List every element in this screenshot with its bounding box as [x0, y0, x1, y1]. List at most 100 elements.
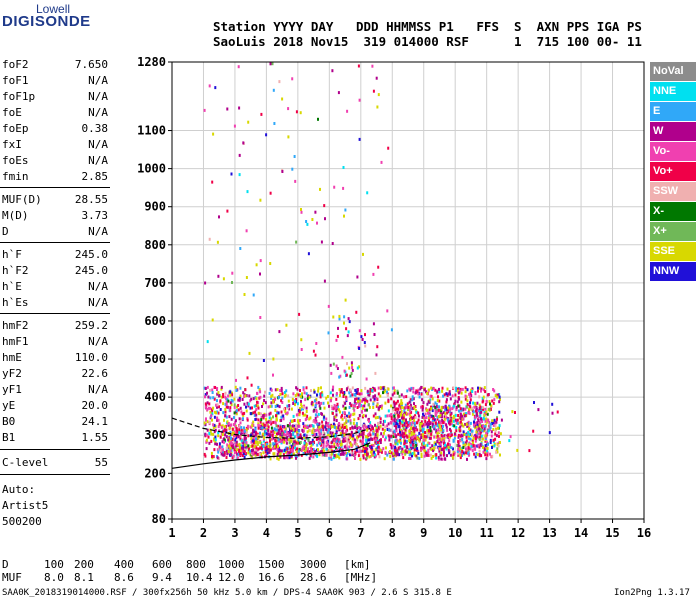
echo-point — [361, 442, 364, 445]
param-value: 110.0 — [74, 351, 108, 364]
echo-point — [238, 417, 241, 421]
echo-point — [377, 452, 380, 456]
echo-point — [267, 447, 270, 451]
echo-point — [465, 439, 468, 443]
echo-point — [300, 399, 302, 403]
echo-point — [453, 432, 456, 436]
echo-point — [245, 394, 248, 397]
echo-point — [313, 433, 316, 437]
echo-point — [252, 424, 255, 427]
echo-point — [393, 418, 396, 421]
echo-point — [243, 429, 246, 433]
echo-point — [348, 415, 351, 419]
legend-item: NNW — [650, 262, 696, 281]
echo-point — [483, 417, 486, 421]
echo-point — [239, 247, 242, 250]
echo-point — [239, 432, 242, 436]
echo-point — [222, 429, 225, 433]
echo-point — [230, 441, 233, 445]
echo-point — [335, 409, 338, 413]
echo-point — [260, 441, 263, 445]
echo-point — [354, 393, 357, 397]
echo-point — [468, 411, 471, 415]
echo-point — [252, 397, 255, 401]
echo-point — [416, 456, 419, 460]
echo-point — [247, 444, 250, 448]
echo-point — [426, 392, 429, 395]
echo-point — [412, 444, 415, 448]
echo-point — [452, 456, 455, 460]
echo-point — [359, 399, 362, 403]
echo-point — [279, 452, 282, 456]
echo-point — [232, 446, 235, 450]
param-value: N/A — [88, 74, 108, 87]
echo-point — [349, 442, 352, 446]
echo-point — [315, 401, 318, 405]
echo-point — [269, 62, 272, 66]
echo-point — [260, 412, 263, 416]
echo-point — [287, 135, 290, 139]
echo-point — [434, 421, 437, 425]
echo-point — [500, 418, 503, 422]
echo-point — [476, 423, 479, 427]
echo-point — [246, 401, 249, 405]
echo-point — [338, 375, 341, 379]
echo-point — [280, 449, 283, 453]
echo-point — [212, 132, 215, 136]
echo-point — [270, 388, 273, 392]
echo-point — [367, 424, 370, 428]
echo-point — [548, 431, 551, 435]
echo-point — [331, 242, 334, 245]
echo-point — [468, 434, 470, 438]
echo-point — [459, 407, 462, 411]
echo-point — [273, 445, 276, 449]
echo-point — [412, 406, 414, 410]
echo-point — [269, 448, 272, 452]
echo-point — [451, 423, 454, 427]
echo-point — [329, 453, 332, 457]
echo-point — [297, 439, 300, 443]
echo-point — [399, 436, 402, 439]
echo-point — [389, 454, 392, 458]
echo-point — [401, 434, 404, 438]
echo-point — [395, 429, 398, 433]
echo-point — [288, 433, 291, 437]
echo-point — [255, 446, 258, 450]
echo-point — [292, 414, 295, 418]
echo-point — [280, 389, 283, 393]
echo-point — [469, 401, 472, 405]
echo-point — [475, 430, 478, 434]
echo-point — [262, 426, 265, 430]
echo-point — [277, 424, 280, 428]
echo-point — [489, 452, 491, 456]
echo-point — [324, 436, 327, 440]
echo-point — [446, 418, 449, 422]
echo-point — [257, 423, 260, 427]
echo-point — [358, 426, 361, 429]
echo-point — [332, 393, 334, 397]
param-name: h`F2 — [2, 264, 29, 277]
echo-point — [321, 412, 323, 416]
echo-point — [252, 448, 255, 452]
echo-point — [428, 429, 430, 433]
echo-point — [318, 427, 321, 431]
echo-point — [292, 445, 294, 449]
echo-point — [331, 452, 334, 456]
echo-point — [355, 443, 358, 447]
echo-point — [300, 210, 303, 214]
echo-point — [260, 418, 263, 422]
echo-point — [365, 435, 368, 439]
echo-point — [473, 423, 475, 427]
echo-point — [347, 419, 350, 423]
echo-point — [284, 411, 287, 415]
echo-point — [291, 167, 294, 171]
echo-point — [272, 415, 274, 419]
echo-point — [439, 445, 442, 449]
echo-point — [305, 392, 308, 396]
echo-point — [297, 422, 300, 426]
echo-point — [396, 391, 399, 395]
echo-point — [214, 424, 217, 428]
echo-point — [278, 440, 281, 443]
echo-point — [322, 437, 325, 441]
echo-point — [325, 417, 328, 421]
